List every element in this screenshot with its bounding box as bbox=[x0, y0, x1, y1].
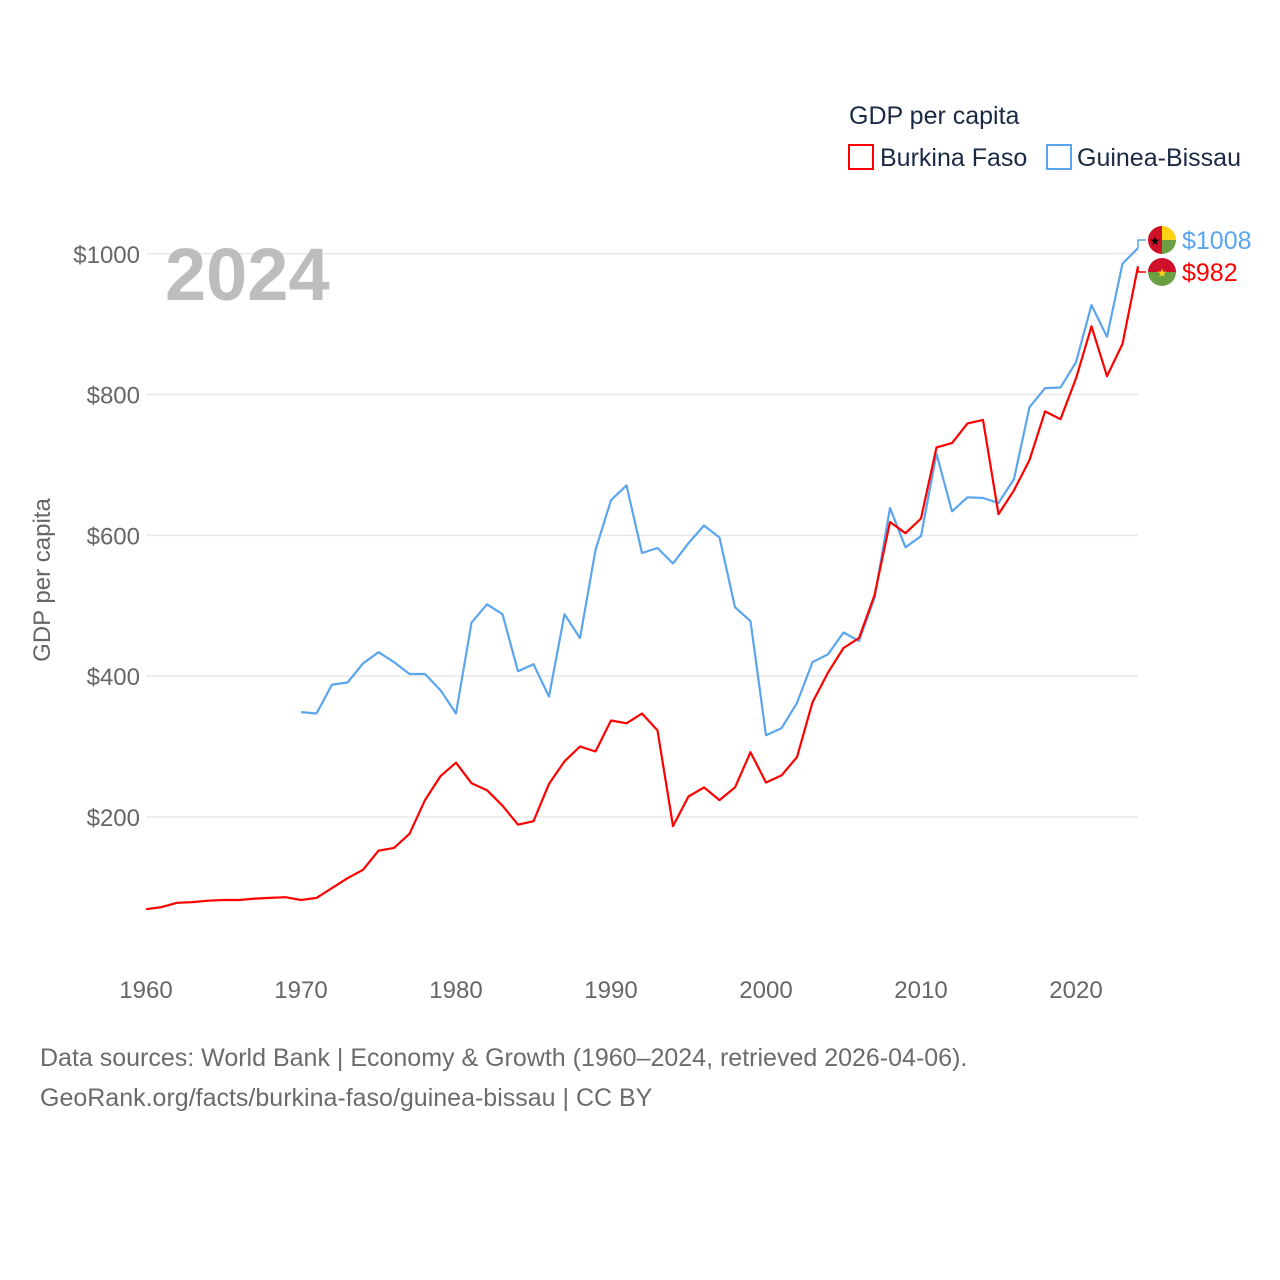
flag-burkina-faso-icon: ★ bbox=[1148, 258, 1176, 286]
end-value-label-burkina-faso: $982 bbox=[1182, 259, 1238, 287]
flag-star-icon: ★ bbox=[1157, 266, 1168, 280]
y-tick-label: $800 bbox=[87, 383, 140, 410]
legend-label-burkina-faso: Burkina Faso bbox=[880, 144, 1027, 172]
y-tick-label: $1000 bbox=[73, 242, 140, 269]
flag-guinea-bissau-icon: ★ bbox=[1148, 226, 1176, 254]
flag-green-band bbox=[1162, 240, 1176, 254]
line-guinea-bissau bbox=[300, 247, 1139, 737]
flag-yellow-band bbox=[1162, 226, 1176, 240]
x-tick-label: 1990 bbox=[584, 977, 637, 1004]
connector-burkina-faso bbox=[1137, 266, 1146, 273]
series-end-markers: ★ $1008 ★ $982 bbox=[1137, 226, 1252, 287]
y-tick-label: $600 bbox=[87, 523, 140, 550]
year-watermark: 2024 bbox=[165, 233, 330, 316]
footer-link[interactable]: GeoRank.org/facts/burkina-faso/guinea-bi… bbox=[40, 1084, 653, 1112]
x-tick-label: 2020 bbox=[1049, 977, 1102, 1004]
flag-body: ★ bbox=[1148, 258, 1176, 286]
series-lines bbox=[145, 247, 1140, 911]
x-tick-label: 2000 bbox=[739, 977, 792, 1004]
y-axis-ticks: $200 $400 $600 $800 $1000 bbox=[73, 242, 140, 832]
line-burkina-faso bbox=[145, 266, 1140, 911]
footer-sources: Data sources: World Bank | Economy & Gro… bbox=[40, 1044, 968, 1072]
flag-red-band bbox=[1148, 226, 1162, 254]
flag-star-icon: ★ bbox=[1150, 234, 1161, 248]
flag-green-band bbox=[1148, 272, 1176, 286]
y-tick-label: $400 bbox=[87, 664, 140, 691]
legend-item-burkina-faso[interactable]: Burkina Faso bbox=[848, 144, 1027, 172]
x-tick-label: 2010 bbox=[894, 977, 947, 1004]
legend-item-guinea-bissau[interactable]: Guinea-Bissau bbox=[1046, 144, 1241, 172]
x-tick-label: 1980 bbox=[429, 977, 482, 1004]
connector-guinea-bissau bbox=[1137, 239, 1146, 249]
x-tick-label: 1960 bbox=[119, 977, 172, 1004]
legend-swatch-burkina-faso bbox=[848, 144, 874, 170]
x-axis-ticks: 1960 1970 1980 1990 2000 2010 2020 bbox=[119, 977, 1102, 1004]
grid-lines bbox=[146, 253, 1138, 818]
legend-label-guinea-bissau: Guinea-Bissau bbox=[1077, 144, 1241, 172]
legend-title: GDP per capita bbox=[849, 102, 1020, 130]
y-tick-label: $200 bbox=[87, 805, 140, 832]
flag-red-band bbox=[1148, 258, 1176, 272]
y-axis-label: GDP per capita bbox=[29, 498, 56, 662]
end-value-label-guinea-bissau: $1008 bbox=[1182, 227, 1252, 255]
x-tick-label: 1970 bbox=[274, 977, 327, 1004]
flag-body: ★ bbox=[1148, 226, 1176, 254]
legend-swatch-guinea-bissau bbox=[1046, 144, 1072, 170]
